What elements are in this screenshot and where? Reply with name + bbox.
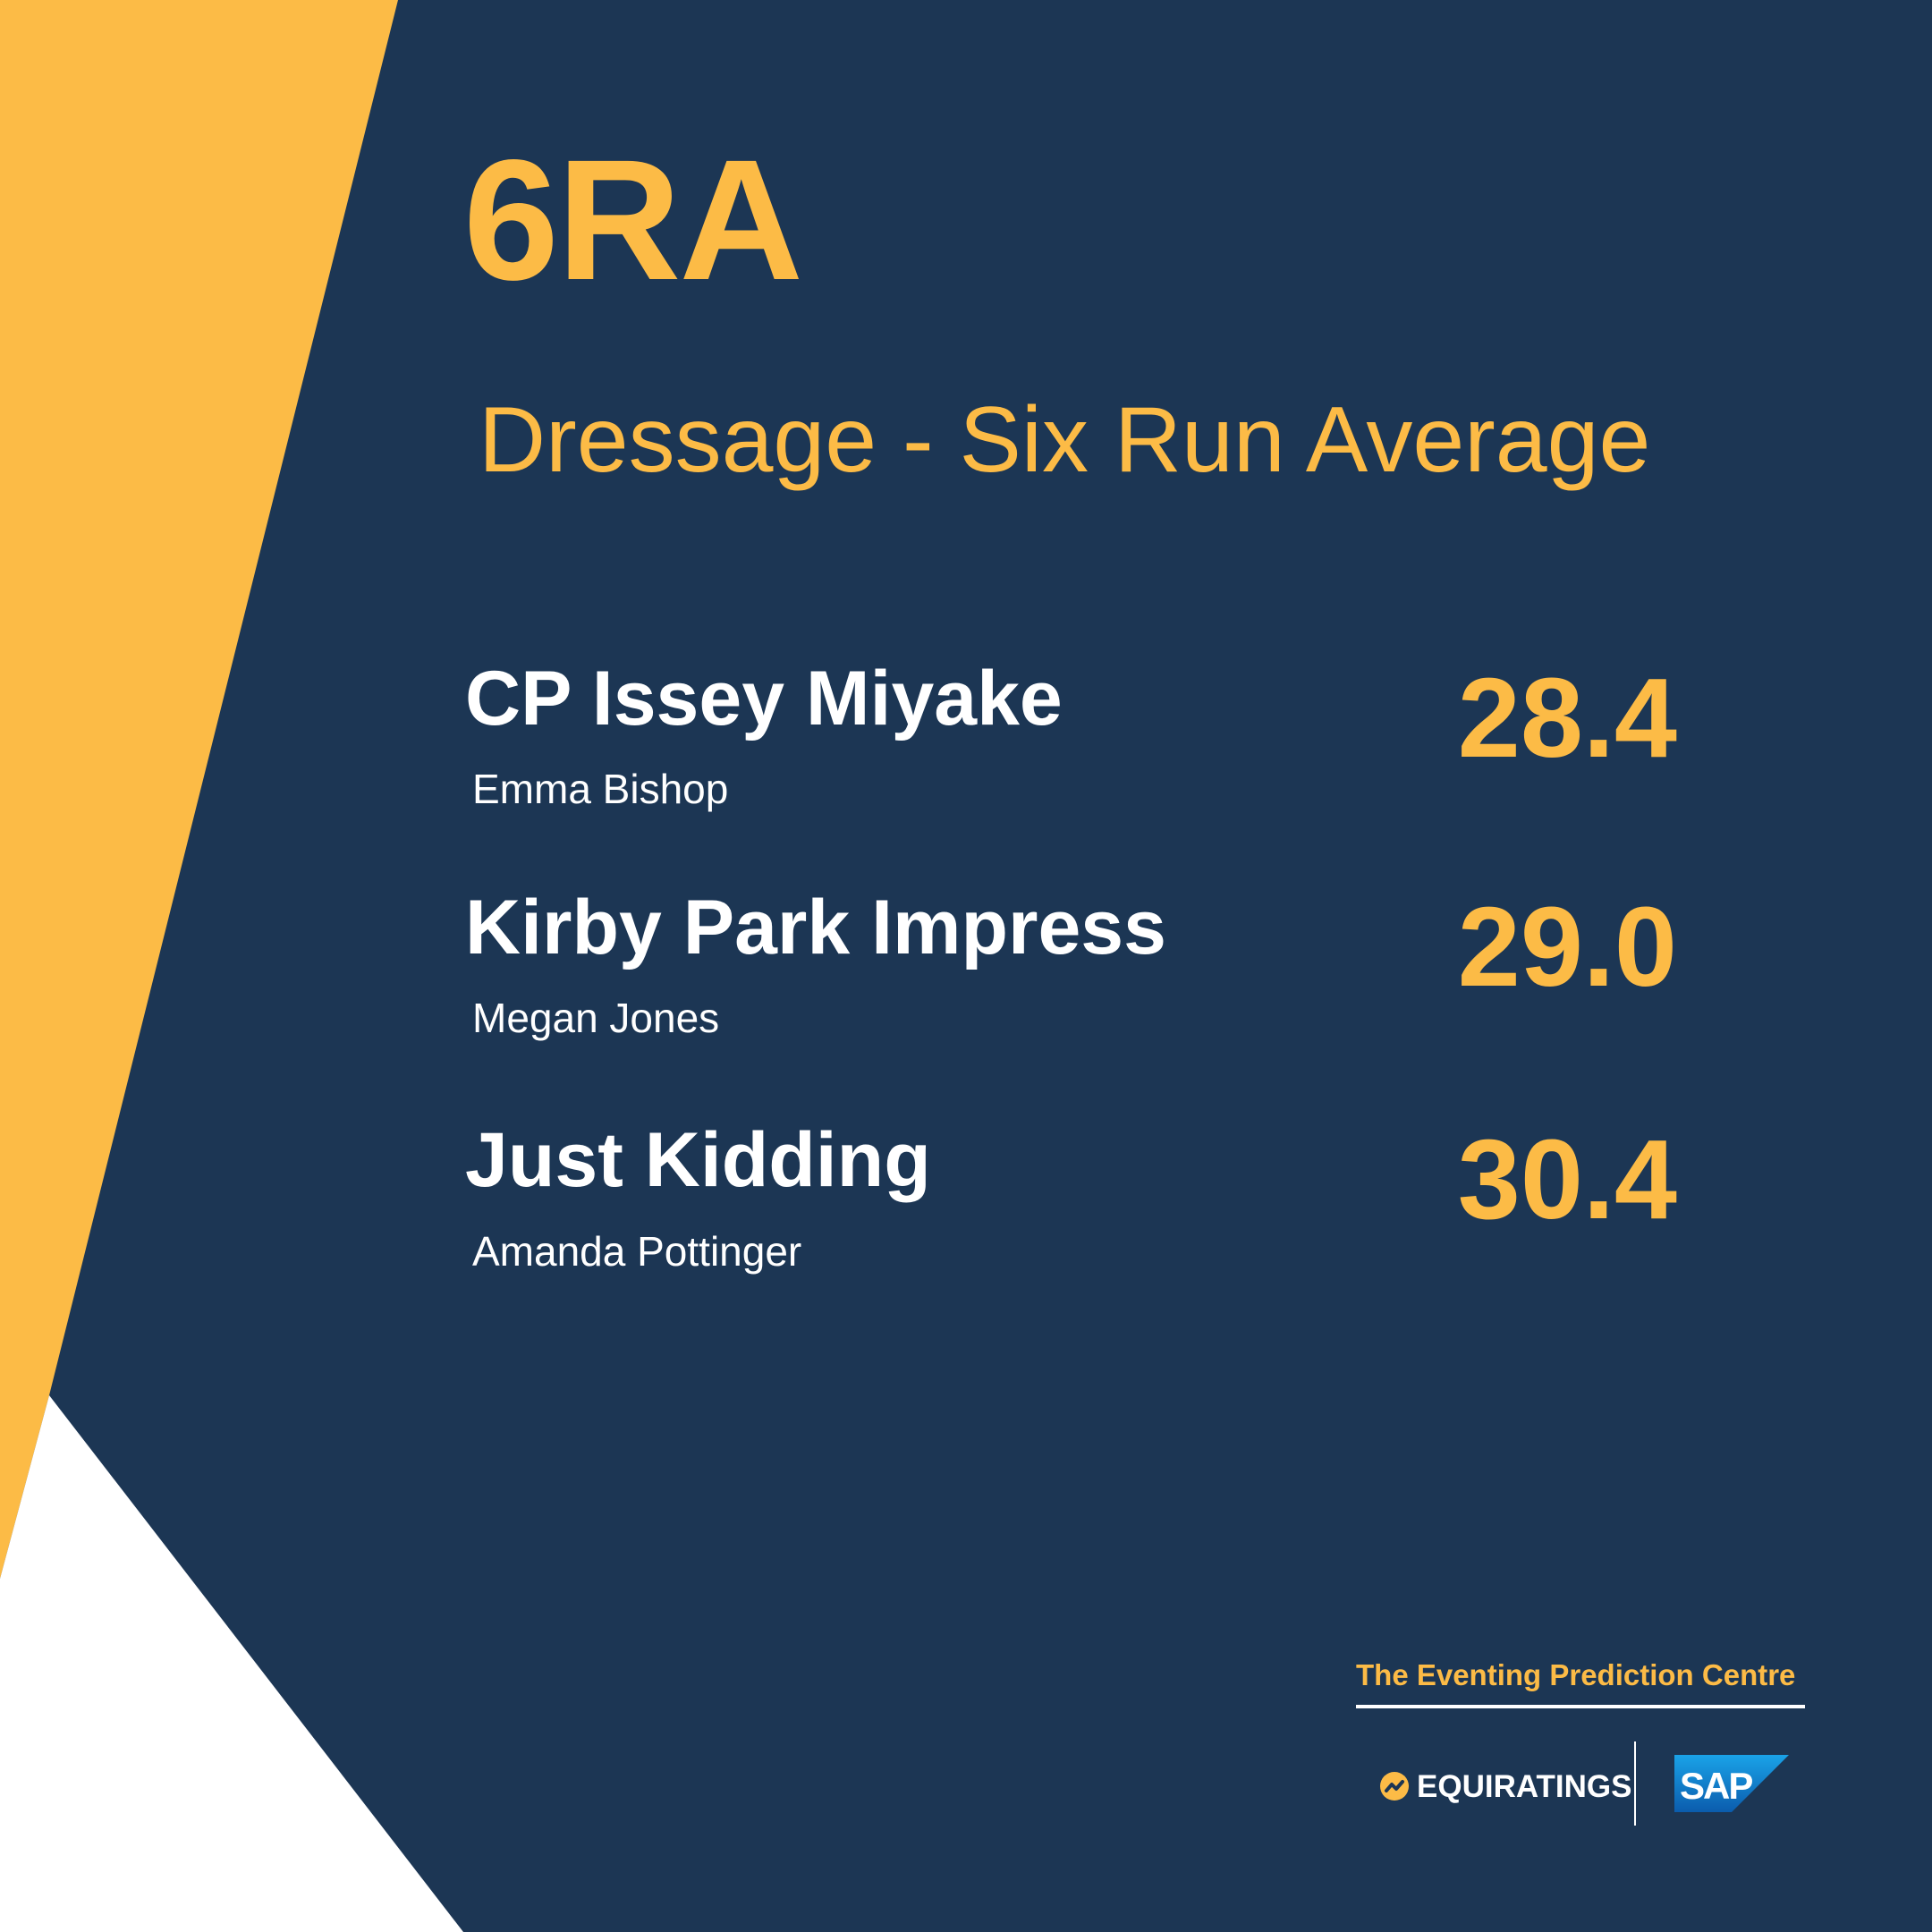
score-value: 29.0 [1457, 884, 1677, 1010]
equiratings-logo: EQUIRATINGS [1379, 1767, 1631, 1806]
rider-name: Amanda Pottinger [472, 1228, 802, 1275]
page-subtitle: Dressage - Six Run Average [479, 388, 1651, 492]
yellow-diagonal-band [0, 0, 398, 1579]
horse-name: CP Issey Miyake [465, 656, 1063, 741]
score-value: 28.4 [1457, 655, 1677, 781]
sap-logo: SAP [1674, 1755, 1789, 1812]
white-corner-triangle [0, 1395, 463, 1932]
horse-name: Kirby Park Impress [465, 885, 1166, 970]
equiratings-trend-icon [1380, 1772, 1409, 1801]
equiratings-wordmark: EQUIRATINGS [1417, 1768, 1632, 1804]
score-value: 30.4 [1457, 1116, 1677, 1242]
event-code: 6RA [463, 123, 803, 316]
tagline-underline [1356, 1705, 1805, 1708]
logo-divider [1634, 1741, 1636, 1826]
horse-name: Just Kidding [465, 1117, 931, 1203]
rider-name: Megan Jones [472, 995, 720, 1041]
footer-tagline: The Eventing Prediction Centre [1356, 1658, 1796, 1691]
rider-name: Emma Bishop [472, 766, 729, 812]
svg-text:SAP: SAP [1680, 1765, 1752, 1807]
